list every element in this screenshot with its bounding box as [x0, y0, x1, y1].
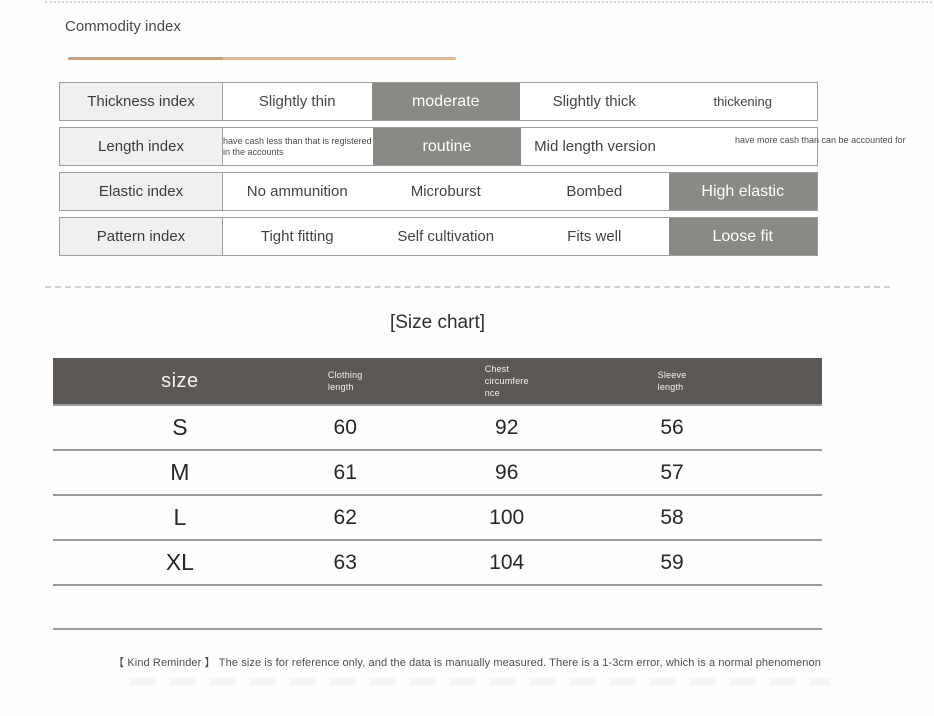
size-cell: S — [172, 414, 188, 440]
measurement-cell: 59 — [660, 550, 684, 574]
option-text: Loose fit — [712, 227, 773, 245]
option-label: Self cultivation — [372, 218, 521, 255]
option-highlighted: Loose fit — [668, 218, 817, 255]
commodity-index-table: Thickness index Slightly thin moderate Slig… — [59, 82, 906, 262]
size-chart-body: S 60 92 56 M 61 96 57 L 62 100 58 XL 63 104 59 — [53, 404, 822, 586]
option-text: Mid length version — [534, 138, 656, 155]
size-table-row: M 61 96 57 — [53, 451, 822, 496]
dashed-divider — [45, 286, 890, 288]
commodity-row: Length index have cash less than that is … — [59, 127, 906, 166]
measurement-cell: 104 — [489, 550, 525, 574]
option-label: have more cash than can be accounted for — [669, 128, 906, 165]
option-text: moderate — [411, 92, 480, 110]
size-column-header-text: Clothing length — [327, 369, 363, 392]
row-label: Pattern index — [60, 218, 223, 255]
size-table-empty-row — [53, 586, 822, 630]
option-label: Tight fitting — [223, 218, 372, 255]
option-text: Slightly thin — [258, 93, 336, 110]
kind-reminder-text: 【 Kind Reminder 】 The size is for refere… — [113, 657, 821, 669]
option-label: thickening — [669, 83, 818, 120]
commodity-row: Thickness index Slightly thin moderate Slig… — [59, 82, 818, 121]
option-text: Fits well — [567, 228, 622, 245]
option-label: Fits well — [520, 218, 669, 255]
commodity-row: Elastic index No ammunition Microburst Bomb… — [59, 172, 818, 211]
title-underline — [68, 57, 456, 60]
measurement-cell: 62 — [333, 505, 357, 529]
size-table-row: L 62 100 58 — [53, 496, 822, 541]
option-label: have cash less than that is registered i… — [223, 128, 373, 165]
option-text: thickening — [713, 94, 773, 109]
option-text: Tight fitting — [260, 228, 334, 245]
option-highlighted: moderate — [371, 83, 520, 120]
row-options: Tight fitting Self cultivation Fits well Lo… — [223, 218, 817, 255]
option-text: Slightly thick — [552, 93, 636, 110]
size-table-row: S 60 92 56 — [53, 406, 822, 451]
option-label: No ammunition — [223, 173, 372, 210]
commodity-row: Pattern index Tight fitting Self cultivati… — [59, 217, 818, 256]
option-label: Mid length version — [521, 128, 669, 165]
option-text: have more cash than can be accounted for — [735, 135, 906, 145]
row-label: Elastic index — [60, 173, 223, 210]
size-cell: M — [170, 459, 190, 485]
size-chart-header-row: size Clothing length Chest circumfere nce S… — [53, 358, 822, 404]
size-chart-title: [Size chart] — [389, 312, 486, 333]
size-cell: L — [173, 504, 187, 530]
option-label: Slightly thick — [520, 83, 669, 120]
option-text: routine — [422, 137, 472, 155]
option-text: Microburst — [410, 183, 481, 200]
measurement-cell: 60 — [333, 415, 357, 439]
size-column-header: Sleeve length — [630, 369, 715, 393]
option-text: No ammunition — [246, 183, 348, 200]
measurement-cell: 61 — [333, 460, 357, 484]
option-highlighted: routine — [373, 128, 521, 165]
size-chart-section: [Size chart] size Clothing length Chest ci… — [53, 312, 822, 630]
option-label: Bombed — [520, 173, 669, 210]
commodity-index-title: Commodity index — [65, 18, 181, 35]
option-text: have cash less than that is registered i… — [223, 135, 372, 157]
option-text: Bombed — [566, 183, 623, 200]
size-table-row: XL 63 104 59 — [53, 541, 822, 586]
option-text: High elastic — [701, 182, 785, 200]
measurement-cell: 92 — [495, 415, 519, 439]
measurement-cell: 100 — [489, 505, 525, 529]
size-column-header: Chest circumfere nce — [384, 363, 630, 399]
row-options: Slightly thin moderate Slightly thick thick… — [223, 83, 817, 120]
option-text: Self cultivation — [397, 228, 495, 245]
measurement-cell: 58 — [660, 505, 684, 529]
measurement-cell: 96 — [495, 460, 519, 484]
row-options: have cash less than that is registered i… — [223, 128, 906, 165]
row-options: No ammunition Microburst Bombed High elasti… — [223, 173, 817, 210]
option-highlighted: High elastic — [668, 173, 817, 210]
measurement-cell: 56 — [660, 415, 684, 439]
size-column-header: Clothing length — [307, 369, 384, 393]
faint-ghost-text — [130, 678, 830, 686]
size-cell: XL — [165, 549, 194, 575]
measurement-cell: 57 — [660, 460, 684, 484]
top-dotted-divider — [45, 1, 932, 3]
row-label: Thickness index — [60, 83, 223, 120]
measurement-cell: 63 — [333, 550, 357, 574]
option-label: Microburst — [372, 173, 521, 210]
size-column-header: size — [53, 368, 307, 395]
size-column-header-text: Sleeve length — [657, 369, 687, 392]
size-column-header-text: Chest circumfere nce — [484, 363, 529, 399]
row-label: Length index — [60, 128, 223, 165]
option-label: Slightly thin — [223, 83, 372, 120]
size-column-header-text: size — [161, 369, 199, 392]
